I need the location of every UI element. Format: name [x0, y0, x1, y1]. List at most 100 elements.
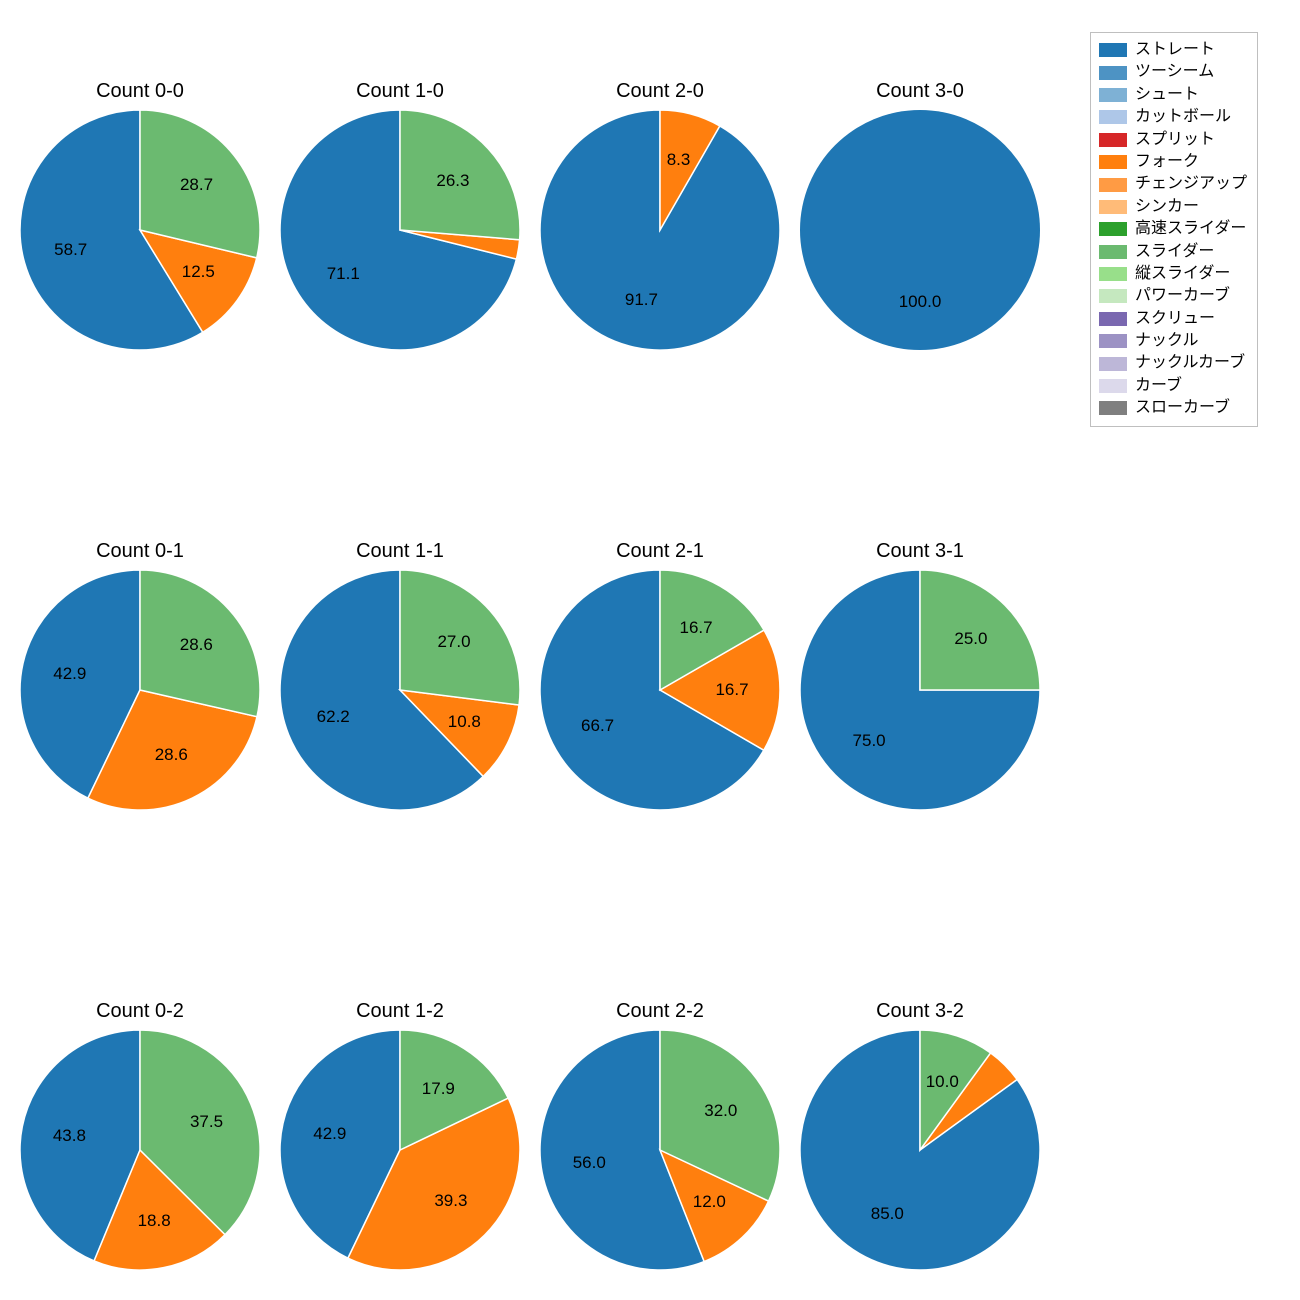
- legend-swatch: [1099, 401, 1127, 415]
- legend-row: スローカーブ: [1099, 397, 1247, 419]
- legend-swatch: [1099, 66, 1127, 80]
- legend-swatch: [1099, 245, 1127, 259]
- pie-slice-label: 16.7: [715, 680, 748, 700]
- pie-slice-label: 28.7: [180, 175, 213, 195]
- legend-label: スクリュー: [1135, 308, 1215, 330]
- pie-slice-label: 56.0: [573, 1153, 606, 1173]
- legend-row: ストレート: [1099, 39, 1247, 61]
- pie-slice-label: 66.7: [581, 716, 614, 736]
- legend-row: 縦スライダー: [1099, 263, 1247, 285]
- legend-swatch: [1099, 267, 1127, 281]
- legend-label: 縦スライダー: [1135, 263, 1230, 285]
- legend-label: シンカー: [1135, 196, 1199, 218]
- legend-swatch: [1099, 178, 1127, 192]
- legend-swatch: [1099, 357, 1127, 371]
- pie-chart: [278, 1028, 522, 1272]
- legend-row: フォーク: [1099, 151, 1247, 173]
- pie-slice-label: 32.0: [704, 1101, 737, 1121]
- pie-chart: [18, 1028, 262, 1272]
- legend-label: 高速スライダー: [1135, 218, 1246, 240]
- chart-title: Count 2-1: [616, 540, 704, 563]
- legend: ストレートツーシームシュートカットボールスプリットフォークチェンジアップシンカー…: [1090, 32, 1258, 427]
- pie-chart: [798, 568, 1042, 812]
- pie-chart: [278, 108, 522, 352]
- pie-chart: [18, 568, 262, 812]
- pie-slice-label: 43.8: [53, 1126, 86, 1146]
- pie-chart: [278, 568, 522, 812]
- legend-row: カーブ: [1099, 375, 1247, 397]
- chart-title: Count 1-1: [356, 540, 444, 563]
- legend-swatch: [1099, 289, 1127, 303]
- legend-row: シンカー: [1099, 196, 1247, 218]
- legend-swatch: [1099, 334, 1127, 348]
- legend-swatch: [1099, 379, 1127, 393]
- legend-label: スローカーブ: [1135, 397, 1230, 419]
- pie-slice-label: 26.3: [436, 171, 469, 191]
- chart-title: Count 2-2: [616, 1000, 704, 1023]
- legend-swatch: [1099, 155, 1127, 169]
- legend-label: パワーカーブ: [1135, 285, 1230, 307]
- pie-slice-label: 17.9: [422, 1079, 455, 1099]
- pie-slice-label: 91.7: [625, 290, 658, 310]
- pie-slice-label: 58.7: [54, 240, 87, 260]
- legend-label: ツーシーム: [1135, 61, 1214, 83]
- chart-title: Count 1-2: [356, 1000, 444, 1023]
- pie-slice-label: 12.5: [182, 262, 215, 282]
- pie-slice-label: 12.0: [693, 1192, 726, 1212]
- pie-chart: [798, 108, 1042, 352]
- legend-row: シュート: [1099, 84, 1247, 106]
- legend-row: ツーシーム: [1099, 61, 1247, 83]
- pie-chart: [538, 108, 782, 352]
- legend-label: フォーク: [1135, 151, 1199, 173]
- chart-title: Count 3-1: [876, 540, 964, 563]
- chart-title: Count 3-2: [876, 1000, 964, 1023]
- pie-slice-label: 10.8: [448, 712, 481, 732]
- chart-title: Count 2-0: [616, 80, 704, 103]
- pie-chart: [538, 1028, 782, 1272]
- pie-slice-label: 25.0: [954, 629, 987, 649]
- legend-label: ナックルカーブ: [1135, 352, 1245, 374]
- legend-label: スライダー: [1135, 241, 1214, 263]
- legend-label: カットボール: [1135, 106, 1231, 128]
- legend-swatch: [1099, 110, 1127, 124]
- pie-slice-label: 10.0: [926, 1072, 959, 1092]
- legend-row: ナックルカーブ: [1099, 352, 1247, 374]
- pie-slice-label: 8.3: [667, 150, 691, 170]
- pie-slice-label: 85.0: [871, 1204, 904, 1224]
- pie-slice-label: 37.5: [190, 1112, 223, 1132]
- pie-slice-label: 62.2: [317, 707, 350, 727]
- legend-label: カーブ: [1135, 375, 1182, 397]
- legend-row: パワーカーブ: [1099, 285, 1247, 307]
- legend-row: カットボール: [1099, 106, 1247, 128]
- legend-swatch: [1099, 43, 1127, 57]
- legend-swatch: [1099, 222, 1127, 236]
- pie-slice-label: 100.0: [899, 292, 942, 312]
- legend-row: スクリュー: [1099, 308, 1247, 330]
- legend-label: チェンジアップ: [1135, 173, 1247, 195]
- legend-label: スプリット: [1135, 129, 1215, 151]
- pie-slice-label: 75.0: [853, 731, 886, 751]
- legend-label: シュート: [1135, 84, 1199, 106]
- chart-title: Count 0-2: [96, 1000, 184, 1023]
- pie-chart: [18, 108, 262, 352]
- chart-title: Count 3-0: [876, 80, 964, 103]
- pie-slice-label: 28.6: [155, 745, 188, 765]
- figure: ストレートツーシームシュートカットボールスプリットフォークチェンジアップシンカー…: [0, 0, 1300, 1300]
- legend-swatch: [1099, 88, 1127, 102]
- chart-title: Count 1-0: [356, 80, 444, 103]
- legend-swatch: [1099, 312, 1127, 326]
- chart-title: Count 0-0: [96, 80, 184, 103]
- legend-swatch: [1099, 133, 1127, 147]
- pie-slice-label: 71.1: [327, 264, 360, 284]
- pie-slice-label: 42.9: [313, 1124, 346, 1144]
- pie-slice-label: 42.9: [53, 664, 86, 684]
- legend-row: ナックル: [1099, 330, 1247, 352]
- pie-chart: [798, 1028, 1042, 1272]
- chart-title: Count 0-1: [96, 540, 184, 563]
- pie-slice-label: 16.7: [679, 618, 712, 638]
- legend-row: 高速スライダー: [1099, 218, 1247, 240]
- pie-slice-label: 28.6: [180, 635, 213, 655]
- legend-row: スプリット: [1099, 129, 1247, 151]
- legend-row: チェンジアップ: [1099, 173, 1247, 195]
- legend-label: ナックル: [1135, 330, 1199, 352]
